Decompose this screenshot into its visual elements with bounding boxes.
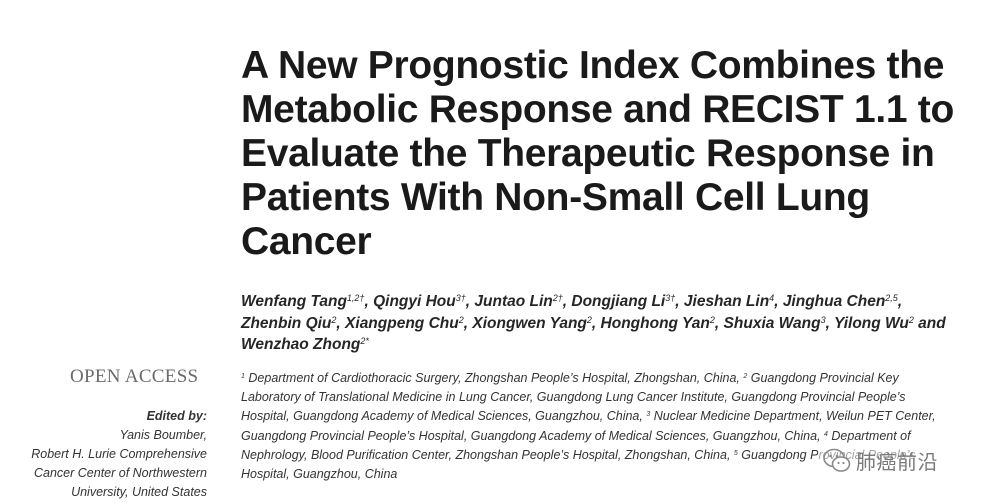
author-name: Zhenbin Qiu — [241, 314, 332, 332]
author-affiliation-marker: 3† — [455, 293, 466, 303]
author-separator: and — [913, 314, 946, 332]
open-access-label: OPEN ACCESS — [70, 366, 199, 387]
editor-affiliation-line: Robert H. Lurie Comprehensive — [31, 447, 207, 461]
affiliation-list: 1 Department of Cardiothoracic Surgery, … — [241, 369, 941, 484]
author-name: Wenzhao Zhong — [241, 336, 361, 353]
author-separator: , — [825, 314, 834, 332]
author-affiliation-marker: 2 — [586, 314, 592, 325]
wechat-icon — [823, 448, 851, 472]
author-name: Jinghua Chen — [782, 293, 886, 310]
author-name: Xiongwen Yang — [472, 314, 587, 332]
author-name: Wenfang Tang — [241, 293, 347, 310]
author-affiliation-marker: 2,5 — [885, 293, 898, 303]
author-separator: , — [774, 293, 783, 310]
affiliation-number: 4 — [824, 430, 828, 438]
author-affiliation-marker: 2 — [908, 314, 914, 325]
author-name: Qingyi Hou — [373, 293, 456, 310]
author-name: Honghong Yan — [600, 314, 710, 332]
author-separator: , — [897, 293, 903, 310]
author-affiliation-marker: 4 — [769, 293, 775, 303]
author-affiliation-marker: 2* — [360, 336, 369, 346]
author-affiliation-marker: 2 — [331, 314, 337, 325]
author-affiliation-marker: 3† — [665, 293, 676, 303]
paper-title: A New Prognostic Index Combines the Meta… — [241, 44, 955, 263]
author-name: Jieshan Lin — [683, 293, 770, 310]
author-list: Wenfang Tang1,2†, Qingyi Hou3†, Juntao L… — [241, 291, 961, 356]
affiliation-number: 1 — [241, 373, 245, 380]
editor-name: Yanis Boumber, — [119, 428, 207, 442]
author-separator: , — [675, 293, 684, 310]
author-separator: , — [562, 293, 572, 310]
author-separator: , — [591, 314, 601, 332]
affiliation-text: Guangdong Provincial Key Laboratory of T… — [241, 371, 906, 424]
author-name: Juntao Lin — [474, 293, 553, 310]
author-affiliation-marker: 2† — [552, 293, 563, 303]
author-name: Xiangpeng Chu — [345, 314, 459, 332]
author-separator: , — [465, 293, 475, 310]
affiliation-number: 3 — [646, 411, 651, 419]
affiliation-text: Department of Nephrology, Blood Purifica… — [241, 428, 911, 462]
author-affiliation-marker: 3 — [820, 314, 826, 325]
author-separator: , — [463, 314, 473, 332]
affiliation-text: Nuclear Medicine Department, Weilun PET … — [241, 409, 936, 443]
edited-by-block: Edited by: Yanis Boumber, Robert H. Luri… — [7, 407, 207, 502]
editor-affiliation-line: University, United States — [71, 485, 207, 499]
watermark: 肺癌前沿 — [818, 446, 942, 475]
author-affiliation-marker: 1,2† — [346, 293, 365, 303]
affiliation-number: 2 — [743, 373, 748, 380]
watermark-text: 肺癌前沿 — [856, 450, 938, 474]
affiliation-number: 5 — [733, 449, 738, 457]
author-affiliation-marker: 2 — [709, 314, 715, 325]
author-separator: , — [714, 314, 724, 332]
author-name: Yilong Wu — [833, 314, 909, 332]
author-separator: , — [336, 314, 346, 332]
author-affiliation-marker: 2 — [458, 314, 464, 325]
author-name: Dongjiang Li — [571, 293, 666, 310]
editor-affiliation-line: Cancer Center of Northwestern — [34, 466, 207, 480]
affiliation-text: Department of Cardiothoracic Surgery, Zh… — [248, 371, 744, 385]
author-name: Shuxia Wang — [723, 314, 821, 332]
edited-by-label: Edited by: — [146, 409, 207, 423]
author-separator: , — [364, 293, 374, 310]
